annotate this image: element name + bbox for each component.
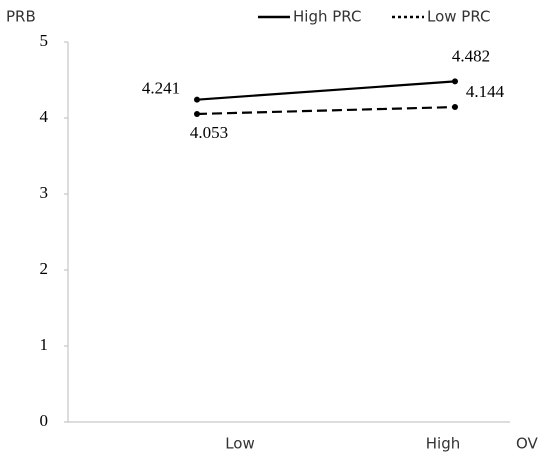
data-label: 4.241 xyxy=(142,79,180,98)
y-tick-label: 1 xyxy=(40,335,49,354)
data-label: 4.144 xyxy=(466,82,505,101)
point xyxy=(194,110,200,117)
y-tick-label: 5 xyxy=(40,31,49,50)
y-axis-label: PRB xyxy=(6,8,36,26)
x-axis-label: OV xyxy=(516,435,539,453)
y-tick-label: 3 xyxy=(40,183,49,202)
point xyxy=(452,104,458,111)
legend-label: Low PRC xyxy=(427,8,491,26)
y-tick-label: 2 xyxy=(40,259,49,278)
y-tick-label: 4 xyxy=(40,107,49,126)
point xyxy=(194,96,200,103)
data-label: 4.482 xyxy=(452,46,490,65)
data-label: 4.053 xyxy=(190,123,228,142)
line xyxy=(196,80,456,101)
x-tick-label: Low xyxy=(225,435,255,453)
point xyxy=(452,78,458,85)
x-tick-label: High xyxy=(426,435,460,453)
line xyxy=(196,105,456,116)
legend-label: High PRC xyxy=(293,8,361,26)
y-tick-label: 0 xyxy=(40,411,49,430)
